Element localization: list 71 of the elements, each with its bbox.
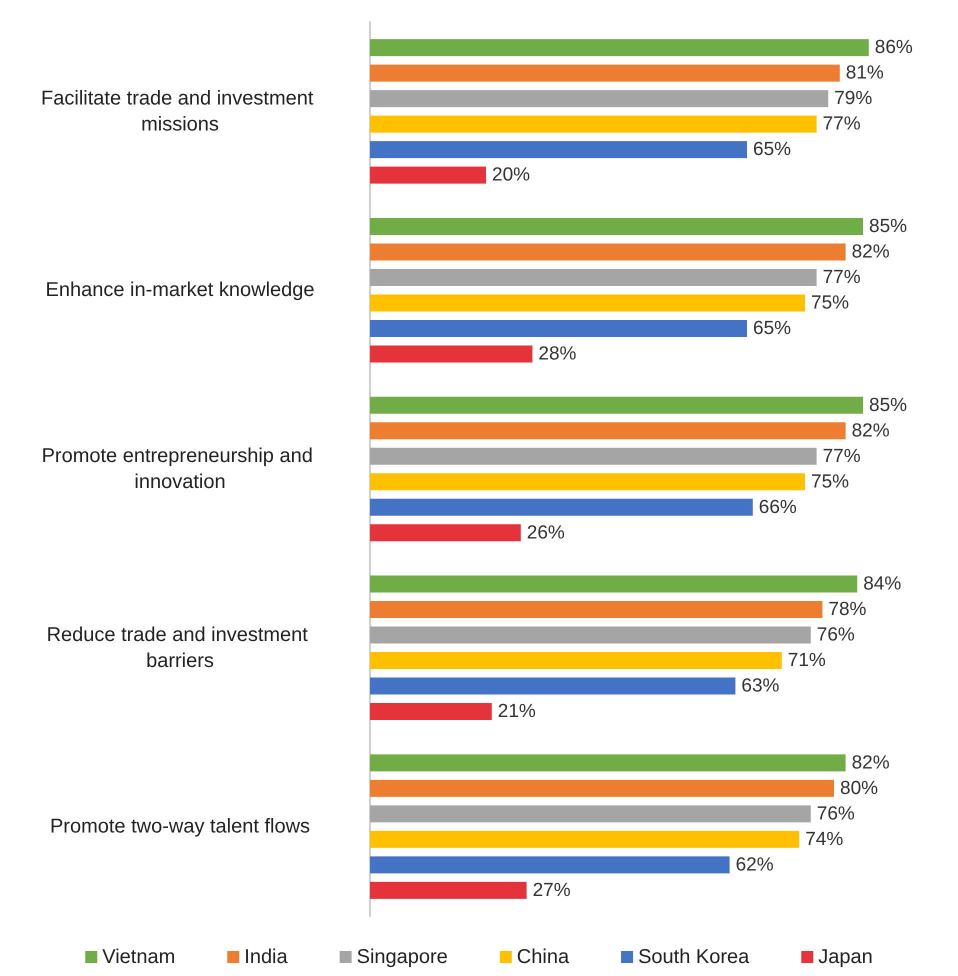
data-label: 86%: [874, 37, 913, 58]
data-label: 82%: [852, 241, 890, 262]
data-label: 75%: [811, 292, 850, 314]
y-tick-label: Reduce trade and investment barriers: [46, 624, 314, 672]
bar: [370, 396, 863, 414]
bar: [370, 601, 822, 618]
data-label: 62%: [736, 854, 774, 876]
data-label: 76%: [816, 803, 855, 824]
data-label: 26%: [526, 522, 565, 544]
data-label: 77%: [822, 114, 861, 135]
bar: [370, 166, 486, 184]
data-label: 77%: [822, 446, 861, 467]
data-label: 77%: [822, 266, 861, 288]
bar: [370, 882, 527, 899]
y-tick-label: Enhance in-market knowledge: [45, 279, 315, 302]
data-label: 84%: [863, 574, 902, 595]
legend-label: India: [244, 946, 289, 968]
bar: [370, 422, 846, 440]
data-label: 85%: [869, 394, 908, 416]
bar: [370, 524, 521, 542]
data-label: 65%: [753, 318, 792, 339]
bar: [370, 218, 863, 235]
bar: [370, 652, 782, 670]
bar: [370, 576, 858, 593]
data-label: 66%: [758, 496, 797, 518]
bar: [370, 294, 805, 312]
bar: [370, 626, 811, 644]
data-label: 82%: [852, 420, 890, 442]
bar: [370, 116, 817, 133]
bar: [370, 39, 869, 56]
bar: [370, 448, 817, 465]
bar: [370, 856, 730, 874]
y-tick-label: Promote entrepreneurship and innovation: [42, 445, 318, 493]
bar: [370, 754, 846, 772]
bar: [370, 498, 753, 516]
data-label: 80%: [840, 778, 878, 799]
bar: [370, 780, 834, 797]
legend-label: China: [516, 946, 570, 968]
data-label: 74%: [805, 828, 844, 850]
bar: [370, 678, 736, 695]
data-label: 75%: [811, 471, 850, 492]
data-label: 65%: [753, 139, 792, 160]
legend-label: Japan: [818, 946, 873, 968]
bar: [370, 243, 846, 260]
data-label: 27%: [532, 880, 571, 901]
data-label: 79%: [834, 88, 872, 110]
bar: [370, 830, 800, 848]
bar: [370, 64, 840, 82]
y-tick-label: Promote two-way talent flows: [50, 816, 310, 838]
bar: [370, 320, 747, 337]
data-label: 81%: [846, 62, 884, 84]
data-label: 21%: [498, 701, 536, 722]
data-label: 20%: [492, 164, 530, 186]
bar: [370, 473, 805, 490]
data-label: 82%: [852, 752, 890, 774]
bar: [370, 268, 817, 286]
data-label: 85%: [869, 216, 908, 237]
data-label: 78%: [828, 599, 867, 620]
bar: [370, 703, 492, 720]
bar: [370, 805, 811, 822]
bar: [370, 345, 532, 362]
legend-label: Vietnam: [102, 946, 176, 968]
data-label: 76%: [816, 624, 855, 646]
data-label: 28%: [538, 343, 577, 364]
data-label: 63%: [741, 676, 780, 697]
data-label: 71%: [788, 650, 826, 672]
bar: [370, 90, 828, 108]
legend-label: South Korea: [638, 946, 750, 968]
y-tick-label: Facilitate trade and investment missions: [41, 87, 319, 136]
legend-label: Singapore: [356, 946, 448, 968]
bar: [370, 141, 747, 158]
